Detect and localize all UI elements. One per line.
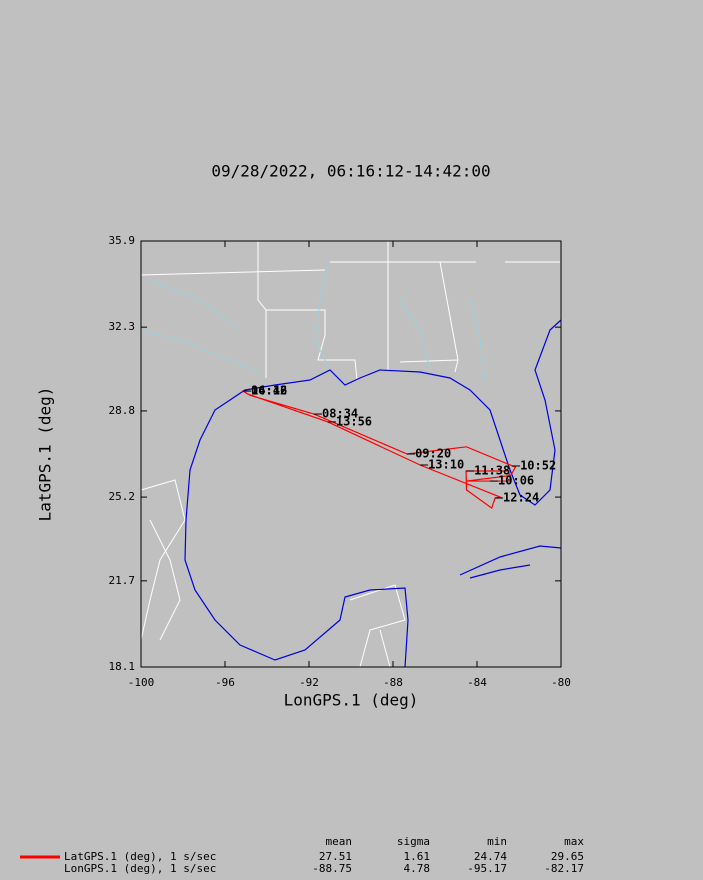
chart-title: 09/28/2022, 06:16:12-14:42:00 [211, 162, 490, 181]
annotation: 10:52 [520, 458, 556, 472]
annotation: 13:10 [428, 458, 464, 472]
y-tick-label: 28.8 [109, 404, 136, 417]
river-lines [140, 259, 486, 381]
x-tick-label: -96 [215, 676, 235, 689]
stats-value: 29.65 [551, 850, 584, 863]
stats-value: 27.51 [319, 850, 352, 863]
y-axis-label: LatGPS.1 (deg) [36, 387, 55, 522]
cuba-coast [459, 545, 562, 579]
coastline [184, 319, 562, 668]
y-tick-label: 32.3 [109, 320, 136, 333]
mexico-lines [140, 479, 406, 668]
stats-header: min [487, 835, 507, 848]
plot-frame [140, 240, 562, 668]
rivers [140, 259, 486, 381]
x-tick-label: -84 [467, 676, 487, 689]
stats-label: LonGPS.1 (deg), 1 s/sec [64, 862, 216, 875]
plot: -100 -96 -92 -88 -84 -80 18.1 21.7 25.2 28.8 32.3 3… [109, 234, 571, 689]
stats-value: 1.61 [404, 850, 431, 863]
basemap [140, 241, 562, 668]
x-axis-label: LonGPS.1 (deg) [284, 691, 419, 710]
y-tick-label: 35.9 [109, 234, 136, 247]
x-tick-label: -92 [299, 676, 319, 689]
annotation: 14:42 [251, 384, 287, 398]
y-tick-label: 18.1 [109, 660, 136, 673]
stats-label: LatGPS.1 (deg), 1 s/sec [64, 850, 216, 863]
stats-header: max [564, 835, 584, 848]
stats-header: sigma [397, 835, 430, 848]
plot-area [141, 241, 561, 667]
borders [140, 241, 560, 668]
stats-value: -88.75 [312, 862, 352, 875]
x-tick-label: -80 [551, 676, 571, 689]
stats-value: -95.17 [467, 862, 507, 875]
state-lines [140, 241, 560, 381]
annotation: 11:38 [474, 463, 510, 477]
annotation: 13:56 [336, 414, 372, 428]
annotation: 10:06 [498, 474, 534, 488]
stats-value: -82.17 [544, 862, 584, 875]
x-tick-label: -88 [383, 676, 403, 689]
annotation: 06:16 [251, 384, 287, 398]
gulf-coast [184, 319, 562, 668]
stats-table: mean sigma min max LatGPS.1 (deg), 1 s/sec 27… [20, 835, 584, 875]
y-tick-label: 25.2 [109, 490, 136, 503]
stats-header: mean [326, 835, 353, 848]
x-tick-label: -100 [128, 676, 155, 689]
annotation: 09:20 [415, 447, 451, 461]
y-tick-label: 21.7 [109, 574, 136, 587]
annotation: 08:34 [322, 407, 358, 421]
stats-value: 4.78 [404, 862, 431, 875]
stats-value: 24.74 [474, 850, 507, 863]
annotation: 12:24 [503, 491, 539, 505]
